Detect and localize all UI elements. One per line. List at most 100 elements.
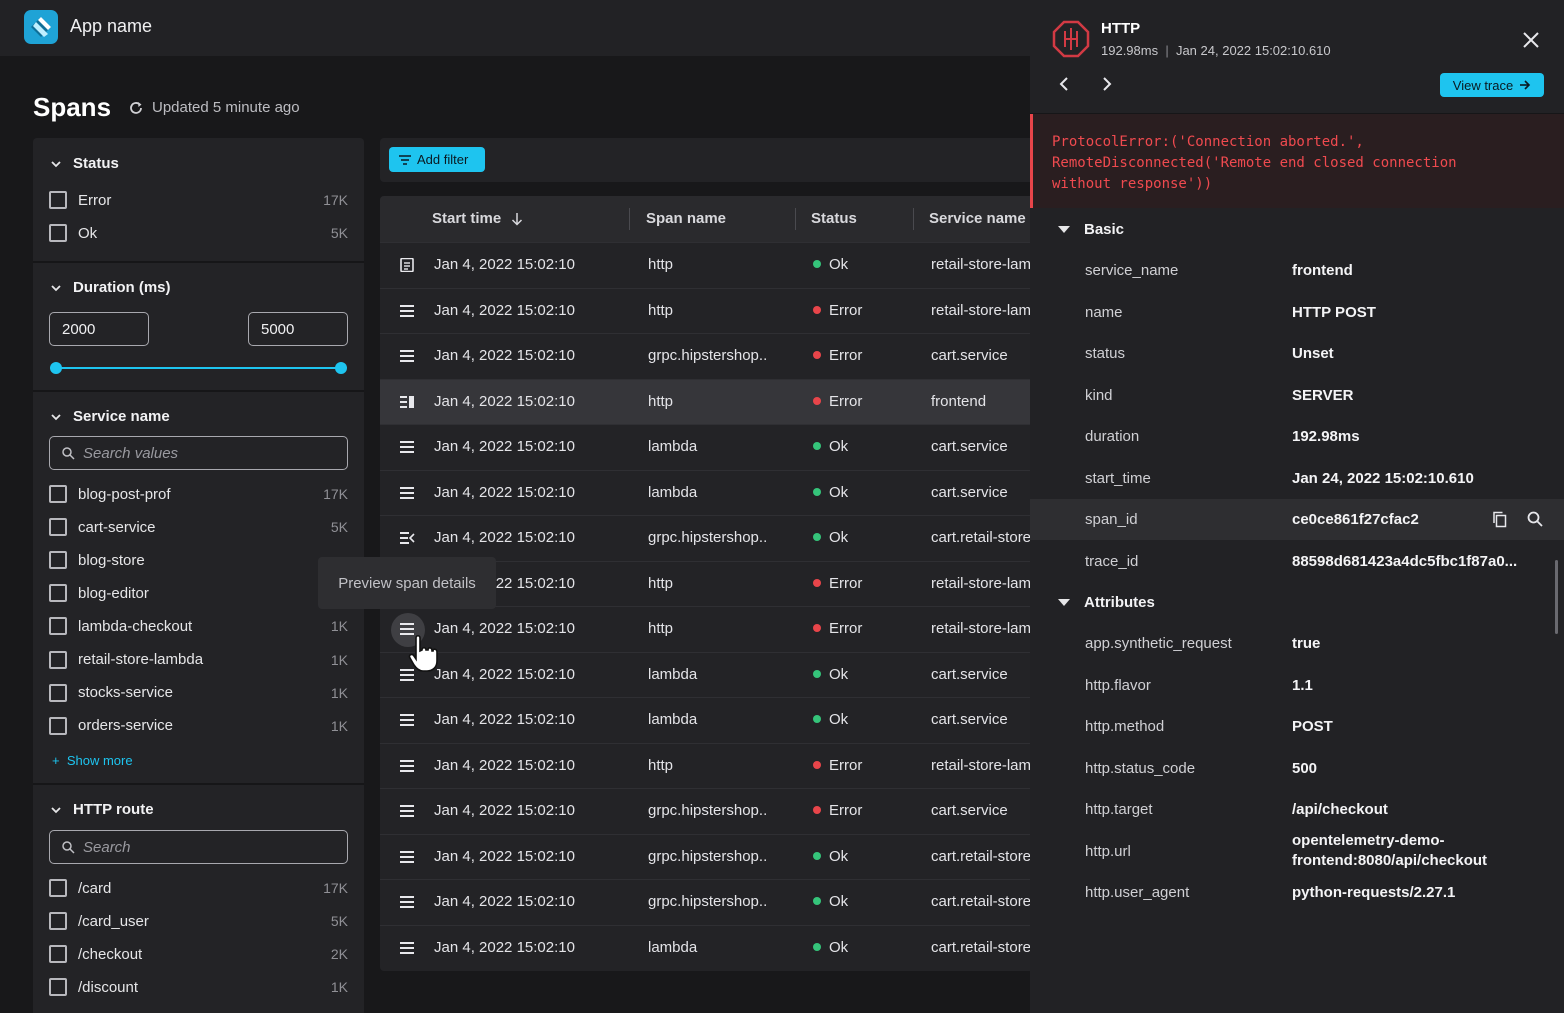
checkbox[interactable] (49, 584, 67, 603)
table-row[interactable]: Jan 4, 2022 15:02:10 lambda Ok cart.serv… (380, 697, 1040, 743)
duration-min-input[interactable]: 2000 (49, 312, 149, 346)
filter-option-service[interactable]: stocks-service 1K (49, 682, 348, 704)
chevron-left-icon[interactable] (1057, 76, 1073, 92)
filter-option-service[interactable]: cart-service 5K (49, 516, 348, 538)
chevron-right-icon[interactable] (1098, 76, 1114, 92)
list-icon[interactable] (399, 850, 415, 864)
filter-option-service[interactable]: retail-store-lambda 1K (49, 649, 348, 671)
checkbox[interactable] (49, 978, 67, 997)
table-row[interactable]: Jan 4, 2022 15:02:10 http Error retail-s… (380, 742, 1040, 789)
attribute-value: HTTP POST (1292, 303, 1376, 321)
add-filter-button[interactable]: Add filter (389, 147, 485, 172)
cell-start-time: Jan 4, 2022 15:02:10 (434, 392, 575, 410)
filter-option-service[interactable]: blog-post-prof 17K (49, 483, 348, 505)
checkbox[interactable] (49, 518, 67, 537)
column-service-name[interactable]: Service name (929, 210, 1026, 227)
filter-option-service[interactable]: lambda-checkout 1K (49, 615, 348, 637)
duration-filter-header[interactable]: Duration (ms) (51, 279, 171, 296)
route-search-input[interactable]: Search (49, 830, 348, 864)
attribute-key: app.synthetic_request (1085, 635, 1232, 652)
cell-start-time: Jan 4, 2022 15:02:10 (434, 620, 575, 637)
list-icon[interactable] (399, 440, 415, 454)
copy-icon[interactable] (1492, 511, 1508, 528)
service-filter-header[interactable]: Service name (51, 408, 170, 425)
list-icon[interactable] (399, 713, 415, 727)
duration-max-input[interactable]: 5000 (248, 312, 348, 346)
refresh-icon[interactable] (128, 100, 144, 116)
status-label: Error (829, 802, 863, 819)
app-logo-icon[interactable] (24, 10, 58, 44)
list-icon[interactable] (399, 804, 415, 818)
checkbox[interactable] (49, 683, 67, 702)
checkbox[interactable] (49, 191, 67, 209)
column-status[interactable]: Status (811, 210, 857, 227)
table-row[interactable]: Jan 4, 2022 15:02:10 lambda Ok cart.reta… (380, 924, 1040, 971)
table-row[interactable]: Jan 4, 2022 15:02:10 lambda Ok cart.serv… (380, 469, 1040, 516)
table-row[interactable]: Jan 4, 2022 15:02:10 http Ok retail-stor… (380, 242, 1040, 288)
table-row[interactable]: Jan 4, 2022 15:02:10 http Error retail-s… (380, 606, 1040, 652)
view-trace-button[interactable]: View trace (1440, 73, 1544, 97)
checkbox[interactable] (49, 945, 67, 964)
list-icon[interactable] (398, 621, 416, 637)
table-row[interactable]: Jan 4, 2022 15:02:10 grpc.hipstershop.. … (380, 879, 1040, 925)
basic-group-header[interactable]: Basic (1058, 221, 1124, 238)
list-icon[interactable] (399, 304, 415, 318)
table-row[interactable]: Jan 4, 2022 15:02:10 grpc.hipstershop.. … (380, 788, 1040, 834)
sort-down-icon[interactable] (511, 212, 523, 226)
checkbox[interactable] (49, 912, 67, 931)
checkbox[interactable] (49, 879, 67, 897)
cell-service-name: retail-store-lambda (931, 620, 1040, 637)
checkbox[interactable] (49, 224, 67, 242)
filter-option-route[interactable]: /card 17K (49, 877, 348, 899)
table-row[interactable]: Jan 4, 2022 15:02:10 http Error retail-s… (380, 287, 1040, 334)
checkbox[interactable] (49, 485, 67, 503)
service-search-input[interactable]: Search values (49, 436, 348, 470)
collapse-list-icon[interactable] (399, 531, 415, 545)
filter-option-error[interactable]: Error 17K (49, 189, 348, 211)
table-row[interactable]: Jan 4, 2022 15:02:10 lambda Ok cart.serv… (380, 424, 1040, 470)
document-icon[interactable] (399, 258, 415, 272)
split-view-icon[interactable] (399, 395, 415, 409)
cell-span-name: http (648, 756, 674, 774)
column-start-time[interactable]: Start time (432, 210, 523, 227)
preview-tooltip: Preview span details (318, 557, 496, 609)
attributes-group-title: Attributes (1084, 594, 1155, 611)
cell-start-time: Jan 4, 2022 15:02:10 (434, 893, 575, 910)
list-icon[interactable] (399, 486, 415, 500)
filter-bar: Add filter (380, 138, 1040, 182)
service-filter-title: Service name (73, 408, 170, 425)
status-filter-header[interactable]: Status (51, 155, 119, 172)
show-more-link[interactable]: + Show more (52, 753, 133, 768)
checkbox[interactable] (49, 716, 67, 735)
filter-option-route[interactable]: /discount 1K (49, 976, 348, 998)
table-row[interactable]: Jan 4, 2022 15:02:10 grpc.hipstershop.. … (380, 515, 1040, 561)
list-icon[interactable] (399, 668, 415, 682)
filter-option-service[interactable]: blog-editor (49, 582, 348, 604)
filter-option-service[interactable]: blog-store (49, 549, 348, 571)
duration-range-slider[interactable] (49, 360, 349, 376)
list-icon[interactable] (399, 941, 415, 955)
checkbox[interactable] (49, 650, 67, 669)
panel-scrollbar[interactable] (1555, 560, 1558, 634)
filter-option-ok[interactable]: Ok 5K (49, 222, 348, 244)
filter-option-service[interactable]: orders-service 1K (49, 715, 348, 737)
table-row[interactable]: Jan 4, 2022 15:02:10 http Error frontend (380, 378, 1040, 424)
list-icon[interactable] (399, 759, 415, 773)
attributes-group-header[interactable]: Attributes (1058, 594, 1155, 611)
list-icon[interactable] (399, 895, 415, 909)
list-icon[interactable] (399, 349, 415, 363)
table-row[interactable]: Jan 4, 2022 15:02:10 lambda Ok cart.serv… (380, 651, 1040, 698)
filter-option-route[interactable]: /checkout 2K (49, 943, 348, 965)
search-icon[interactable] (1527, 511, 1543, 527)
checkbox[interactable] (49, 551, 67, 570)
cell-span-name: grpc.hipstershop.. (648, 529, 768, 546)
table-row[interactable]: Jan 4, 2022 15:02:10 grpc.hipstershop.. … (380, 333, 1040, 379)
attribute-key: http.target (1085, 801, 1153, 818)
route-filter-header[interactable]: HTTP route (51, 801, 154, 818)
attribute-row[interactable]: span_id ce0ce861f27cfac2 (1030, 499, 1564, 540)
filter-option-route[interactable]: /card_user 5K (49, 910, 348, 932)
checkbox[interactable] (49, 617, 67, 636)
table-row[interactable]: Jan 4, 2022 15:02:10 grpc.hipstershop.. … (380, 833, 1040, 880)
column-span-name[interactable]: Span name (646, 210, 727, 227)
close-icon[interactable] (1521, 30, 1541, 50)
